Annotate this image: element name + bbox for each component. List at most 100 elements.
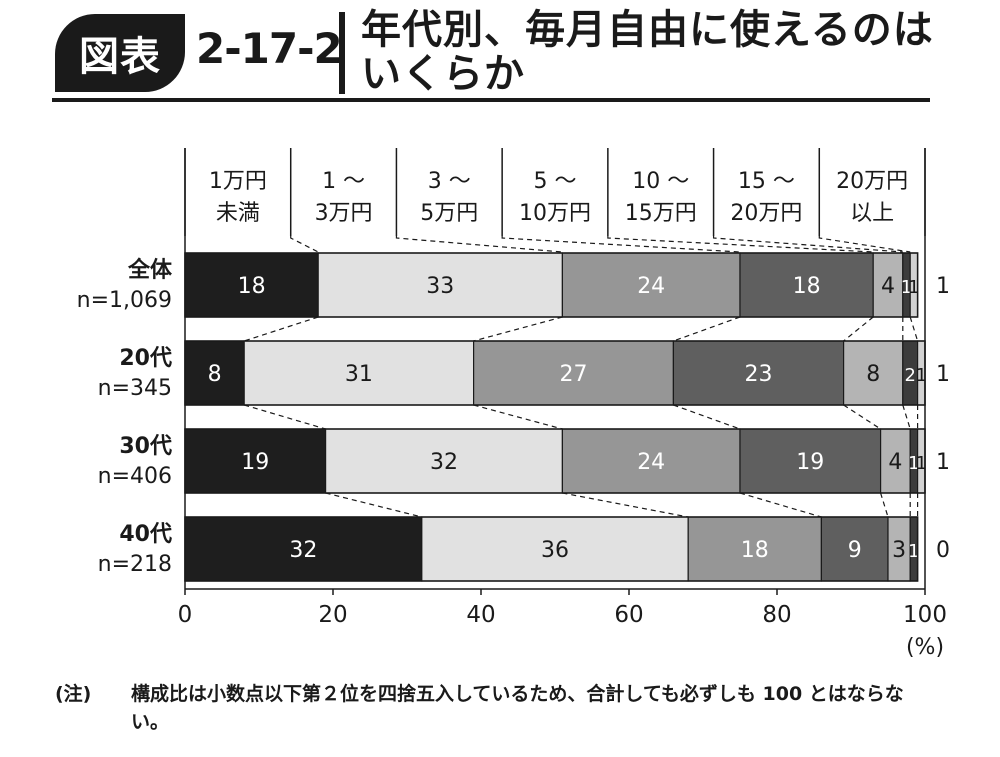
- bar-segment: [561, 428, 741, 494]
- bar-value-label: 24: [637, 274, 665, 299]
- connector-line: [607, 236, 874, 253]
- x-tick-label: 80: [762, 602, 791, 628]
- connector-line: [473, 404, 563, 430]
- bar-value-label: 1: [916, 365, 927, 386]
- x-tick-label: 100: [903, 602, 947, 628]
- legend-label: 未満: [216, 201, 260, 226]
- bar-segment: [184, 340, 245, 406]
- bar-segment: [421, 516, 689, 582]
- bar-value-label: 18: [793, 274, 821, 299]
- footnote-mark: (注): [55, 683, 92, 705]
- figure-number: 2-17-2: [196, 24, 343, 73]
- connector-line: [395, 236, 563, 253]
- connector-line: [843, 316, 874, 342]
- legend-label: 以上: [850, 201, 894, 226]
- bar-segment: [317, 252, 564, 318]
- bar-value-label: 1: [901, 277, 912, 298]
- connector-line: [501, 236, 741, 253]
- bar-value-label: 8: [208, 362, 222, 387]
- category-label: 40代: [119, 522, 172, 547]
- bar-segment: [672, 340, 845, 406]
- bar-value-label: 36: [541, 538, 569, 563]
- bar-value-label: 1: [908, 453, 919, 474]
- bar-value-label: 24: [637, 450, 665, 475]
- bar-segment: [325, 428, 564, 494]
- bar-segment: [842, 340, 904, 406]
- bar-value-label: 19: [241, 450, 269, 475]
- legend-label: 1 〜: [322, 169, 365, 194]
- x-tick-label: 0: [178, 602, 193, 628]
- category-n-label: n=345: [98, 376, 172, 401]
- connector-line: [673, 404, 741, 430]
- connector-line: [473, 316, 563, 342]
- bar-value-label: 1: [916, 453, 927, 474]
- bar-value-label: 4: [881, 274, 895, 299]
- bar-value-label: 0: [936, 538, 950, 563]
- bar-value-label: 32: [430, 450, 458, 475]
- legend-label: 10 〜: [632, 169, 689, 194]
- x-tick-label: 40: [466, 602, 495, 628]
- bar-value-label: 32: [289, 538, 317, 563]
- legend-label: 10万円: [519, 201, 591, 226]
- connector-line: [244, 316, 319, 342]
- category-n-label: n=406: [98, 464, 172, 489]
- connector-line: [244, 404, 326, 430]
- title-line-1: 年代別、毎月自由に使えるのは: [361, 7, 934, 53]
- x-tick-label: 60: [614, 602, 643, 628]
- bar-value-label: 1: [936, 450, 950, 475]
- legend-label: 3 〜: [428, 169, 471, 194]
- legend-label: 1万円: [209, 169, 267, 194]
- bar-value-label: 9: [848, 538, 862, 563]
- legend-label: 20万円: [836, 169, 908, 194]
- connector-line: [673, 316, 741, 342]
- legend-label: 3万円: [315, 201, 373, 226]
- bar-value-label: 4: [888, 450, 902, 475]
- connector-line: [902, 404, 911, 430]
- bar-value-label: 1: [908, 277, 919, 298]
- legend-label: 5万円: [420, 201, 478, 226]
- bar-value-label: 19: [796, 450, 824, 475]
- bar-segment: [473, 340, 675, 406]
- bar-segment: [184, 252, 319, 318]
- title-divider: [339, 12, 345, 94]
- bar-segment: [184, 428, 327, 494]
- bar-value-label: 23: [745, 362, 773, 387]
- legend-label: 20万円: [730, 201, 802, 226]
- connector-line: [909, 316, 919, 342]
- bar-value-label: 2: [904, 365, 915, 386]
- bar-value-label: 8: [866, 362, 880, 387]
- category-n-label: n=218: [98, 552, 172, 577]
- connector-line: [880, 492, 889, 518]
- category-n-label: n=1,069: [77, 288, 172, 313]
- connector-line: [818, 236, 911, 253]
- figure-badge: 図表: [55, 14, 185, 92]
- chart-title: 年代別、毎月自由に使えるのは いくらか: [361, 8, 961, 96]
- bar-value-label: 18: [741, 538, 769, 563]
- bar-segment: [687, 516, 823, 582]
- connector-line: [290, 236, 319, 253]
- bar-segment: [243, 340, 475, 406]
- connector-line: [325, 492, 422, 518]
- bar-value-label: 3: [892, 538, 906, 563]
- title-rule: [52, 98, 930, 102]
- legend-label: 15万円: [625, 201, 697, 226]
- connector-line: [843, 404, 881, 430]
- bar-value-label: 27: [560, 362, 588, 387]
- connector-line: [712, 236, 903, 253]
- bar-value-label: 18: [238, 274, 266, 299]
- x-unit-label: (%): [906, 635, 944, 660]
- connector-line: [562, 492, 689, 518]
- bar-value-label: 1: [936, 362, 950, 387]
- bar-segment: [879, 428, 911, 494]
- legend-label: 5 〜: [534, 169, 577, 194]
- title-line-2: いくらか: [361, 51, 525, 97]
- bar-value-label: 31: [345, 362, 373, 387]
- bar-value-label: 33: [426, 274, 454, 299]
- legend-label: 15 〜: [738, 169, 795, 194]
- bar-value-label: 1: [908, 541, 919, 562]
- category-label: 30代: [119, 434, 172, 459]
- category-label: 20代: [119, 346, 172, 371]
- bar-segment: [739, 428, 882, 494]
- category-label: 全体: [127, 257, 173, 283]
